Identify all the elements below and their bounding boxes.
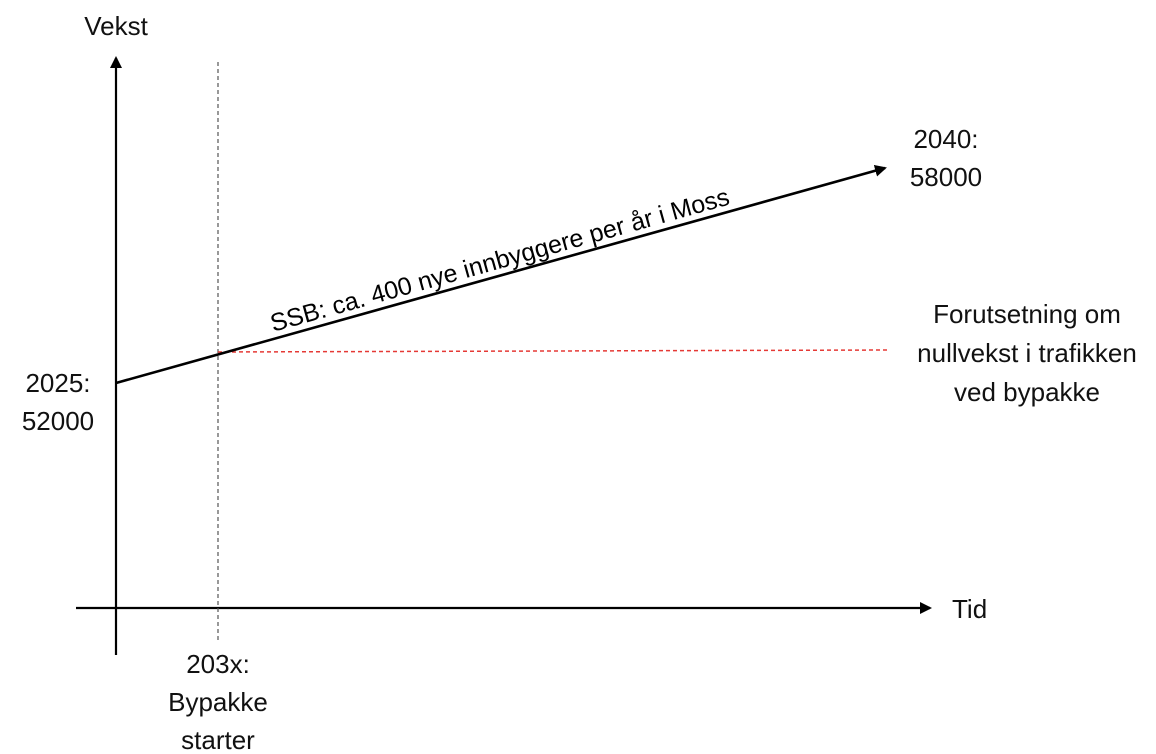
marker-title-label: Bypakke	[168, 687, 268, 717]
nullvekst-baseline	[217, 349, 889, 353]
growth-line-label: SSB: ca. 400 nye innbyggere per år i Mos…	[267, 183, 732, 338]
marker-status-label: starter	[181, 725, 255, 754]
start-year-label: 2025:	[25, 368, 90, 398]
marker-year-label: 203x:	[186, 649, 250, 679]
start-value-label: 52000	[22, 406, 94, 436]
assumption-label-line3: ved bypakke	[954, 377, 1100, 407]
end-year-label: 2040:	[913, 124, 978, 154]
end-value-label: 58000	[910, 162, 982, 192]
assumption-label-line1: Forutsetning om	[933, 299, 1121, 329]
x-axis-label: Tid	[952, 594, 987, 624]
growth-line	[115, 164, 887, 385]
assumption-label-line2: nullvekst i trafikken	[917, 338, 1137, 368]
y-axis-label: Vekst	[84, 11, 148, 41]
